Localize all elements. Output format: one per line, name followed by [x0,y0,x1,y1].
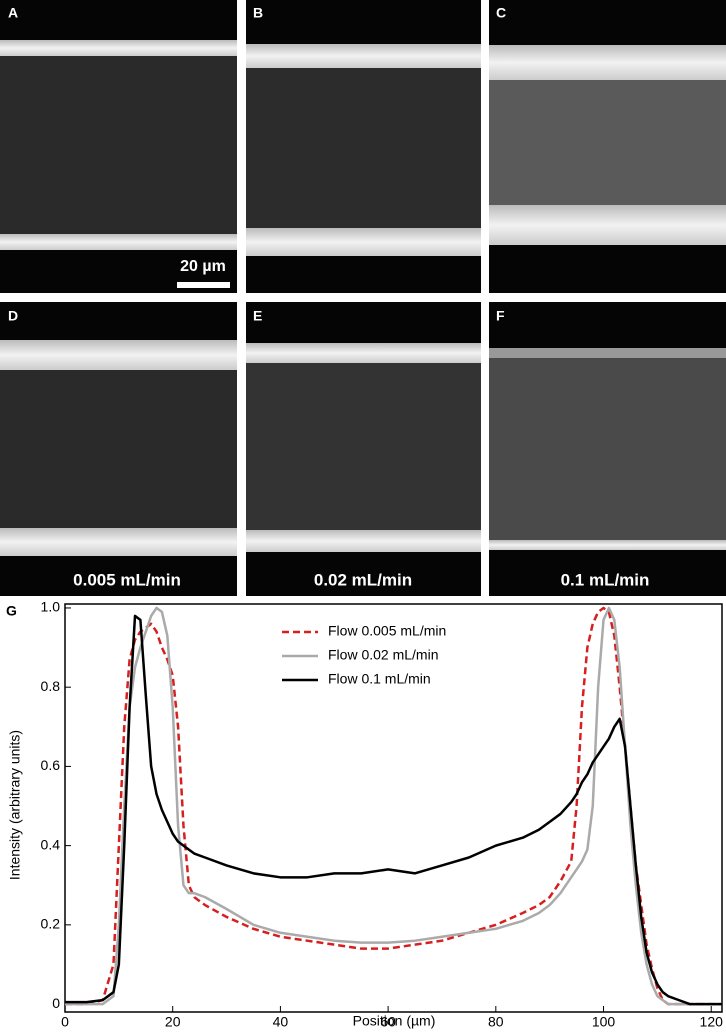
image-panel [489,0,726,293]
scale-bar [177,282,230,288]
image-panel [246,0,481,293]
panel-label: C [496,5,506,21]
panel-caption: 0.005 mL/min [73,570,181,589]
panel-label: A [8,5,18,21]
panel-label: D [8,308,18,324]
x-tick-label: 0 [61,1014,69,1030]
y-tick-label: 0.6 [41,757,61,773]
series-line [65,606,722,1006]
image-panel [0,302,237,596]
y-tick-label: 0.8 [41,678,61,694]
x-tick-label: 40 [273,1014,289,1030]
y-tick-label: 0 [52,995,60,1011]
legend-label: Flow 0.02 mL/min [328,647,438,663]
x-tick-label: 20 [165,1014,181,1030]
x-axis-label: Position (µm) [353,1013,436,1029]
image-panel [246,302,481,596]
panel-label: E [253,308,262,324]
panel-caption: 0.02 mL/min [314,570,412,589]
y-tick-label: 0.4 [41,836,61,852]
y-axis-label: Intensity (arbitrary units) [7,730,23,880]
y-tick-label: 1.0 [41,599,61,615]
series-line [65,614,722,1006]
legend-label: Flow 0.005 mL/min [328,623,446,639]
x-tick-label: 80 [488,1014,504,1030]
series-line [65,606,722,1006]
x-tick-label: 60 [380,1014,396,1030]
legend-label: Flow 0.1 mL/min [328,671,431,687]
image-panel [0,0,237,293]
panel-label: B [253,5,263,21]
y-tick-label: 0.2 [41,916,61,932]
panel-caption: 0.1 mL/min [561,570,650,589]
panel-label: F [496,308,505,324]
image-panel [489,302,726,596]
plot-frame [64,603,723,1013]
scale-bar-label: 20 µm [180,258,226,275]
x-tick-label: 120 [700,1014,724,1030]
x-tick-label: 100 [592,1014,616,1030]
panel-label: G [6,603,17,619]
